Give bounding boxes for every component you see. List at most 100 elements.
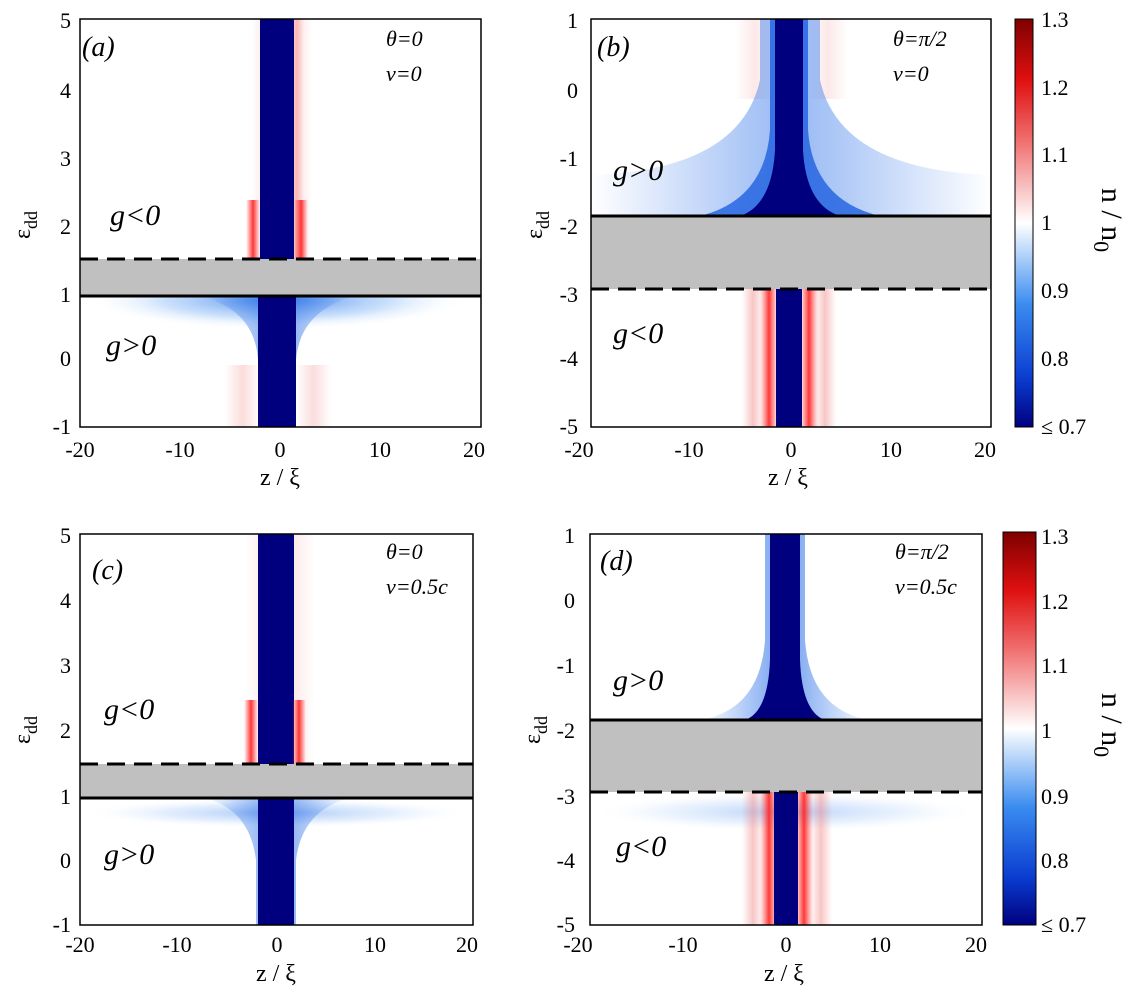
- y-tick: 1: [60, 282, 71, 307]
- svg-text:n / n0: n / n0: [1089, 188, 1128, 252]
- y-tick: 5: [60, 523, 71, 548]
- density-peak: [760, 289, 778, 427]
- region-label: g>0: [613, 664, 663, 697]
- density-peak: [246, 200, 260, 259]
- x-tick: -20: [65, 437, 94, 462]
- panel-a: (a) θ=0 v=0 g<0 g>0 -1 0 1 2 3 4 5 -20 -…: [10, 8, 485, 491]
- y-tick: 3: [60, 653, 71, 678]
- param-v: v=0.5c: [386, 574, 448, 599]
- colorbar-label: n / n: [1095, 188, 1128, 241]
- x-tick: -10: [165, 437, 194, 462]
- density-core: [258, 534, 294, 764]
- param-v: v=0: [893, 61, 929, 86]
- plot-frame: [79, 18, 482, 428]
- x-tick: 0: [786, 437, 797, 462]
- gap-band: [590, 720, 982, 792]
- region-label: g<0: [613, 317, 663, 350]
- density-halo: [814, 289, 836, 427]
- x-axis-label: z / ξ: [260, 465, 300, 491]
- y-axis-label-sub: dd: [531, 716, 551, 734]
- x-tick: -20: [564, 437, 593, 462]
- density-core: [745, 534, 825, 720]
- x-axis-label: z / ξ: [256, 961, 296, 987]
- colorbar-label-sub: 0: [1089, 746, 1114, 757]
- y-tick: 2: [60, 214, 71, 239]
- panel-c: (c) θ=0 v=0.5c g<0 g>0 -1 0 1 2 3 4 5 -2…: [10, 523, 478, 987]
- gap-band: [591, 216, 991, 289]
- panel-label: (d): [600, 546, 633, 577]
- y-tick: -5: [560, 414, 578, 439]
- x-tick: 20: [965, 932, 987, 957]
- x-tick: -10: [674, 437, 703, 462]
- y-tick: -2: [560, 214, 578, 239]
- region-label: g<0: [110, 199, 160, 232]
- x-tick: 10: [369, 437, 391, 462]
- density-halo: [225, 365, 260, 427]
- y-tick: -5: [557, 912, 575, 937]
- x-tick: -20: [563, 932, 592, 957]
- y-tick: -1: [53, 912, 71, 937]
- y-axis-label: ε: [10, 229, 36, 239]
- x-tick: 10: [364, 932, 386, 957]
- svg-text:εdd: εdd: [10, 211, 41, 239]
- y-tick: 5: [60, 8, 71, 33]
- colorbar-top: ≤ 0.7 0.8 0.9 1 1.1 1.2 1.3 n / n0: [1014, 7, 1128, 439]
- region-label: g<0: [616, 830, 666, 863]
- panel-label: (b): [597, 32, 630, 63]
- region-label: g>0: [613, 154, 663, 187]
- y-tick: -2: [557, 718, 575, 743]
- x-tick: 10: [880, 437, 902, 462]
- region-label: g>0: [104, 838, 154, 871]
- y-tick: -4: [560, 346, 578, 371]
- y-axis-label: ε: [10, 734, 36, 744]
- x-tick: 0: [275, 437, 286, 462]
- panel-d: (d) θ=π/2 v=0.5c g>0 g<0 -5 -4 -3 -2 -1 …: [520, 523, 987, 987]
- param-theta: θ=0: [386, 26, 423, 51]
- density-core: [776, 289, 802, 427]
- y-tick: 1: [567, 8, 578, 33]
- y-axis-label: ε: [520, 734, 546, 744]
- x-tick: 20: [974, 437, 996, 462]
- y-tick: 1: [564, 523, 575, 548]
- colorbar-label: n / n: [1095, 693, 1128, 746]
- y-tick: 0: [60, 346, 71, 371]
- colorbar-tick: ≤ 0.7: [1041, 414, 1086, 439]
- x-axis-label: z / ξ: [764, 961, 804, 987]
- density-halo: [296, 365, 331, 427]
- density-peak: [800, 289, 818, 427]
- x-tick: 20: [456, 932, 478, 957]
- colorbar-tick: 1.3: [1041, 524, 1069, 549]
- y-tick: 0: [60, 848, 71, 873]
- colorbar-bottom: ≤ 0.7 0.8 0.9 1 1.1 1.2 1.3 n / n0: [1002, 524, 1128, 937]
- density-peak: [244, 700, 258, 764]
- y-axis-label-sub: dd: [21, 716, 41, 734]
- region-label: g>0: [106, 329, 156, 362]
- colorbar-gradient: [1014, 18, 1034, 428]
- y-tick: -3: [560, 282, 578, 307]
- x-tick: -10: [162, 932, 191, 957]
- x-tick: -20: [65, 932, 94, 957]
- gap-band: [80, 764, 473, 798]
- y-axis-label-sub: dd: [533, 211, 553, 229]
- plot-frame: [589, 533, 983, 926]
- svg-text:n / n0: n / n0: [1089, 693, 1128, 757]
- y-tick: 1: [60, 784, 71, 809]
- density-halo: [810, 792, 832, 925]
- panel-label: (a): [82, 32, 115, 63]
- colorbar-tick: 1.2: [1041, 589, 1069, 614]
- density-peak: [760, 792, 778, 925]
- svg-text:εdd: εdd: [522, 211, 553, 239]
- y-tick: 2: [60, 718, 71, 743]
- plot-frame: [590, 18, 992, 428]
- x-tick: 10: [869, 932, 891, 957]
- density-core: [258, 296, 296, 427]
- colorbar-tick: 1: [1041, 210, 1052, 235]
- colorbar-tick: 1.2: [1041, 75, 1069, 100]
- param-theta: θ=π/2: [893, 26, 947, 51]
- density-core: [260, 19, 294, 259]
- param-v: v=0.5c: [895, 574, 957, 599]
- y-tick: -1: [557, 653, 575, 678]
- colorbar-tick: 1: [1041, 718, 1052, 743]
- x-tick: 20: [463, 437, 485, 462]
